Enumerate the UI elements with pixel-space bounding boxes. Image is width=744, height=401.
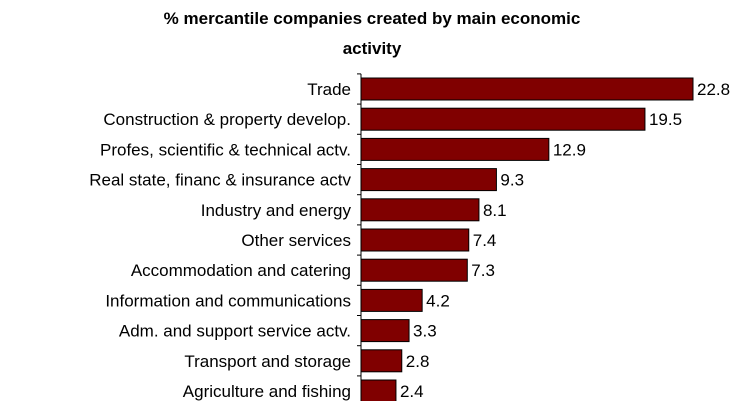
bar <box>360 168 497 192</box>
bar <box>360 379 397 401</box>
value-label: 9.3 <box>500 171 524 190</box>
value-label: 7.4 <box>473 231 497 250</box>
category-label: Adm. and support service actv. <box>119 322 351 341</box>
bar <box>360 77 694 101</box>
bar <box>360 349 403 373</box>
category-label: Trade <box>307 80 351 99</box>
value-label: 7.3 <box>471 261 495 280</box>
value-label: 8.1 <box>483 201 507 220</box>
value-label: 12.9 <box>553 140 586 159</box>
category-label: Industry and energy <box>201 201 352 220</box>
category-label: Construction & property develop. <box>103 110 351 129</box>
bar <box>360 107 646 131</box>
value-label: 2.4 <box>400 382 424 401</box>
category-label: Agriculture and fishing <box>183 382 351 401</box>
chart-title-line-2: activity <box>342 39 402 58</box>
category-label: Accommodation and catering <box>131 261 351 280</box>
value-label: 19.5 <box>649 110 682 129</box>
category-label: Profes, scientific & technical actv. <box>100 140 351 159</box>
bar <box>360 319 410 343</box>
value-label: 3.3 <box>413 322 437 341</box>
bar <box>360 288 423 312</box>
value-label: 2.8 <box>406 352 430 371</box>
category-label: Other services <box>241 231 351 250</box>
bar <box>360 258 468 282</box>
category-label: Information and communications <box>105 291 351 310</box>
category-label: Transport and storage <box>184 352 351 371</box>
value-label: 4.2 <box>426 291 450 310</box>
category-label: Real state, financ & insurance actv <box>89 171 351 190</box>
bar <box>360 137 550 161</box>
bar <box>360 228 470 252</box>
bar <box>360 198 480 222</box>
chart-title-line-1: % mercantile companies created by main e… <box>163 9 581 28</box>
value-label: 22.8 <box>697 80 730 99</box>
